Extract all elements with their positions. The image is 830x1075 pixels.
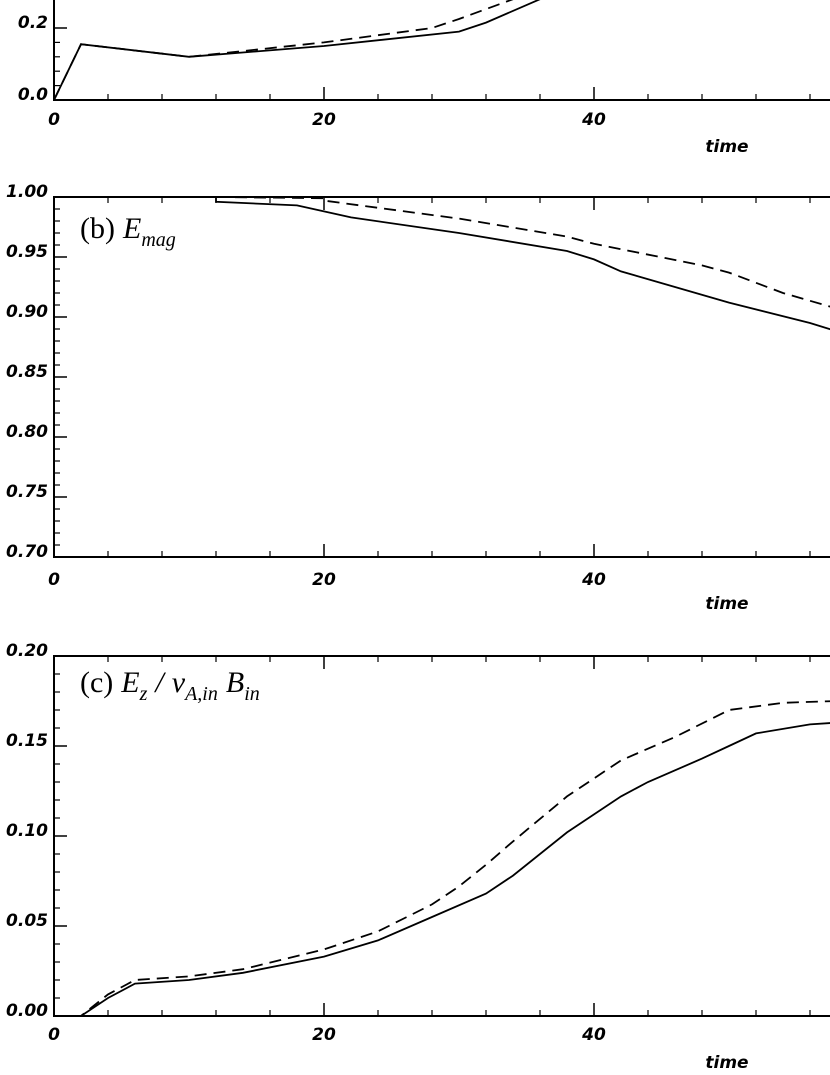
x-tick-label: 40 xyxy=(581,110,606,130)
x-tick-label: 40 xyxy=(581,570,606,590)
label-part: (c) xyxy=(80,666,113,699)
x-tick-label: 20 xyxy=(312,1025,336,1045)
x-tick-label: 0 xyxy=(48,570,60,590)
y-tick-label: 0.05 xyxy=(6,911,48,931)
x-tick-label: 40 xyxy=(581,1025,606,1045)
panel-label: (c) Ez / vA,in Bin xyxy=(80,666,260,705)
label-part: v xyxy=(172,666,186,699)
data-line xyxy=(54,700,830,1017)
label-part: in xyxy=(244,683,260,705)
y-tick-label: 0.70 xyxy=(6,542,48,562)
x-tick-label: 20 xyxy=(312,110,336,130)
label-part: E xyxy=(122,212,141,245)
x-tick-label: 0 xyxy=(48,110,60,130)
x-tick-label: 0 xyxy=(48,1025,60,1045)
y-tick-label: 0.75 xyxy=(6,482,48,502)
label-part: mag xyxy=(141,229,175,251)
data-line xyxy=(53,0,514,101)
y-tick-label: 0.80 xyxy=(6,422,48,442)
label-part: (b) xyxy=(80,212,115,245)
x-tick-label: 20 xyxy=(312,570,336,590)
y-tick-label: 0.0 xyxy=(18,85,48,105)
y-tick-label: 0.20 xyxy=(6,641,48,661)
label-part: E xyxy=(120,666,139,699)
data-line xyxy=(215,197,830,331)
x-axis-label: time xyxy=(705,137,748,157)
y-tick-label: 0.15 xyxy=(6,731,48,751)
data-line xyxy=(215,196,830,308)
plot-frame xyxy=(53,655,830,1017)
y-tick-label: 0.95 xyxy=(6,242,48,262)
x-axis-label: time xyxy=(705,1053,748,1073)
y-tick-label: 0.85 xyxy=(6,362,48,382)
panel-label: (b) Emag xyxy=(80,212,176,251)
y-tick-label: 0.90 xyxy=(6,302,48,322)
label-part: / xyxy=(153,666,166,699)
label-part: A,in xyxy=(183,683,218,705)
x-axis-label: time xyxy=(705,594,748,614)
label-part: B xyxy=(226,666,244,699)
plot-frame xyxy=(53,196,830,558)
y-tick-label: 1.00 xyxy=(6,182,48,202)
y-tick-label: 0.00 xyxy=(6,1001,48,1021)
label-part: z xyxy=(139,683,148,705)
data-line xyxy=(54,722,830,1017)
plot-frame xyxy=(53,0,830,101)
y-tick-label: 0.10 xyxy=(6,821,48,841)
y-tick-label: 0.2 xyxy=(18,13,48,33)
